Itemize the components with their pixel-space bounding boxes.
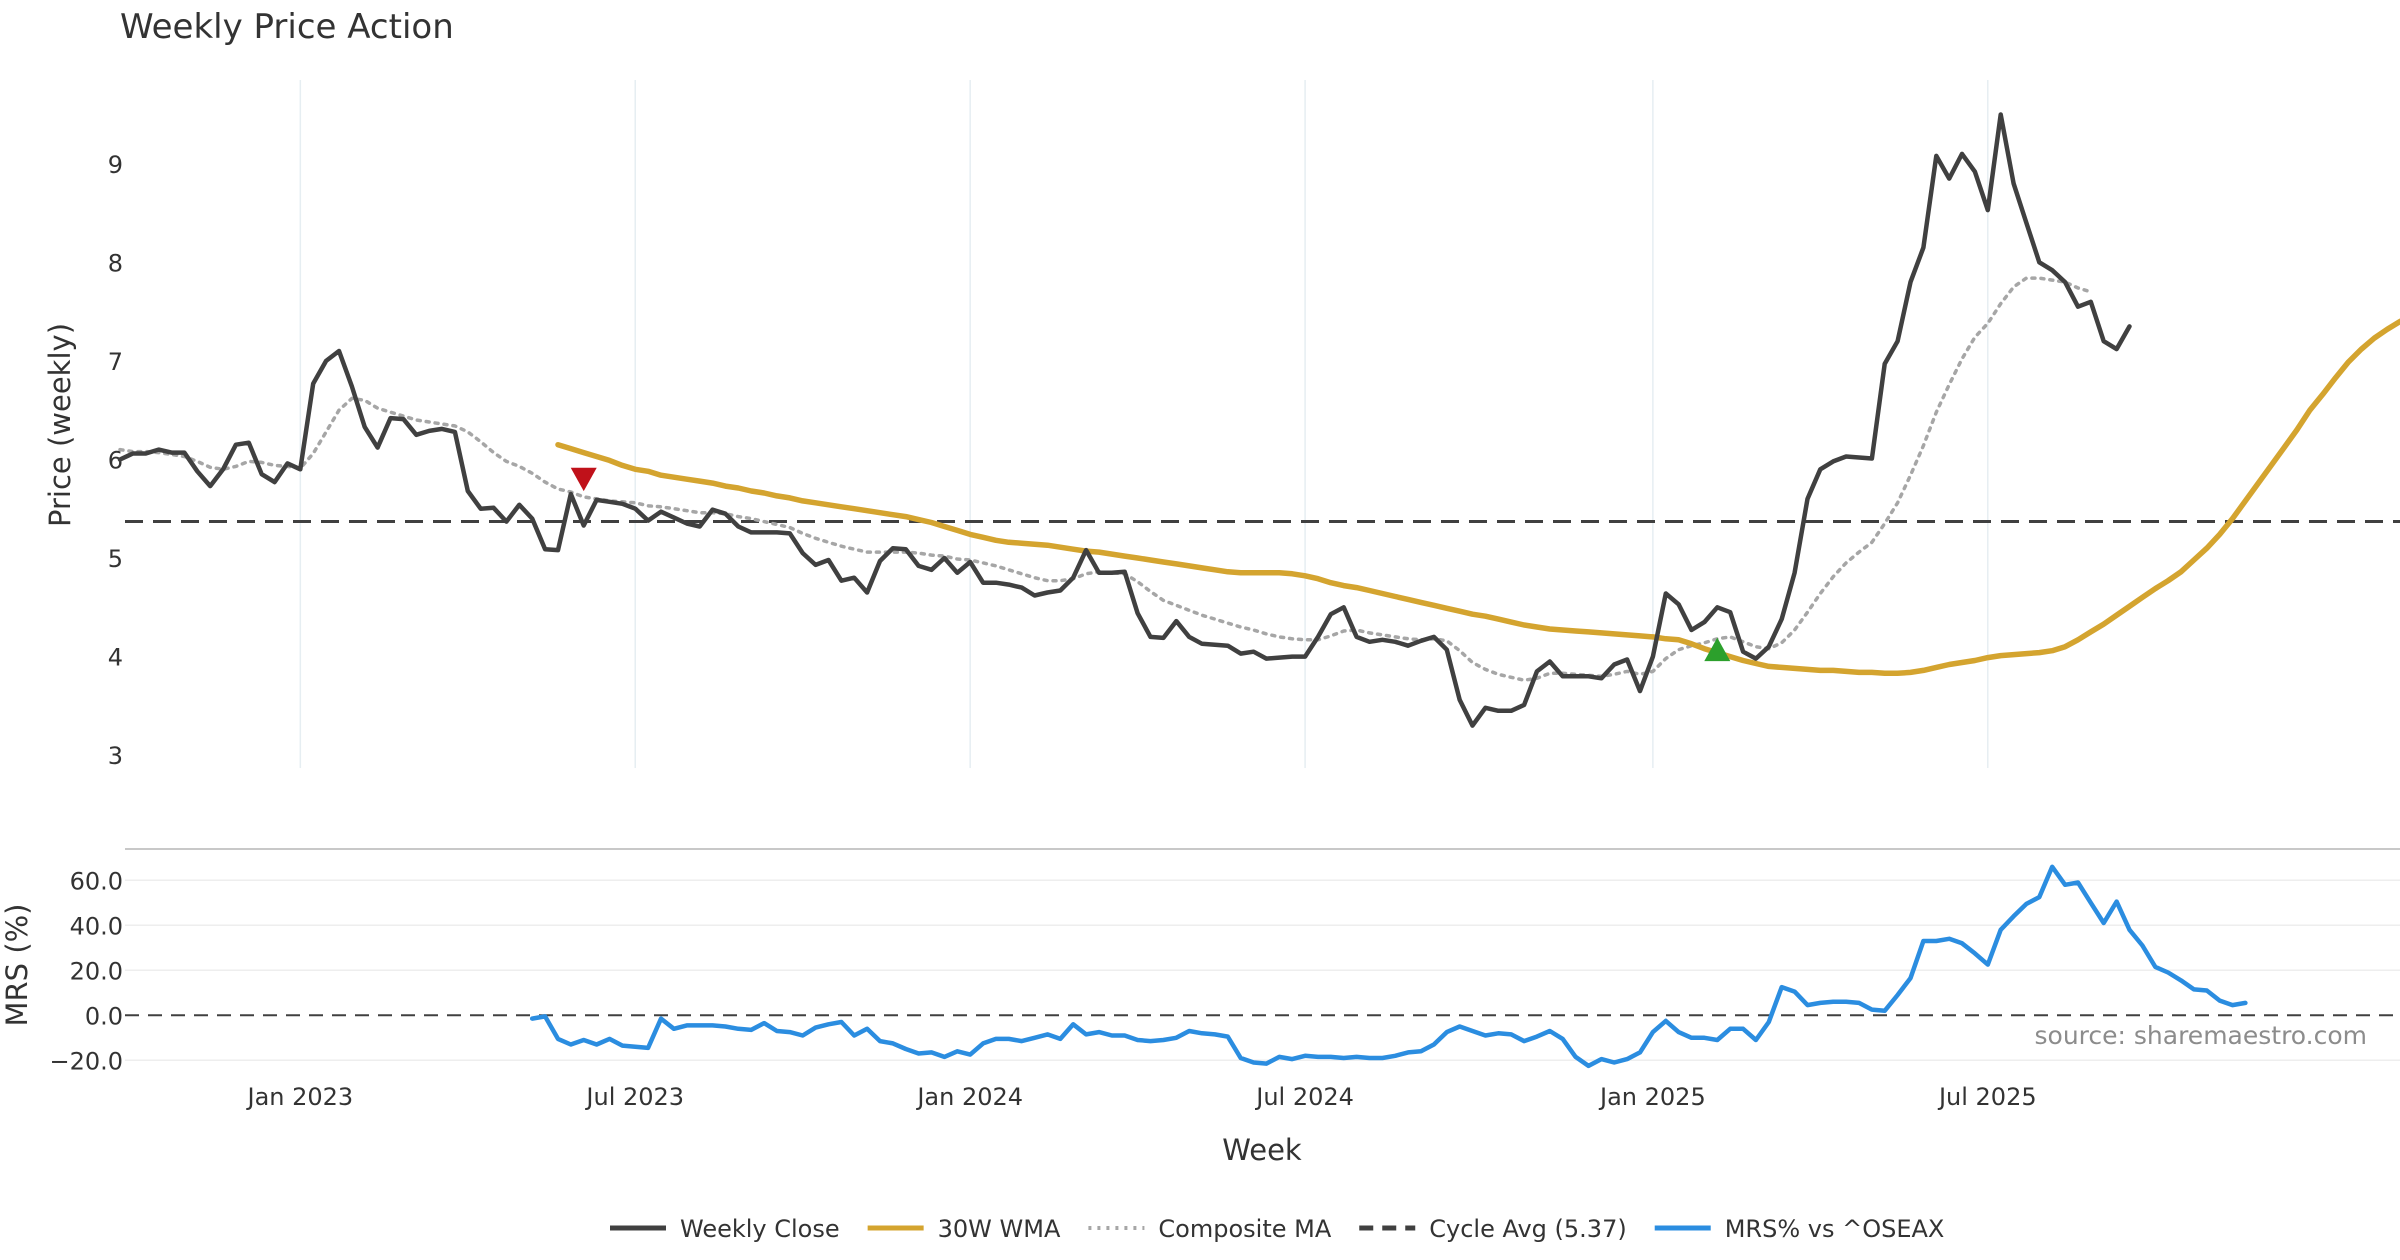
30w-wma-line [555, 318, 2400, 677]
source-credit: source: sharemaestro.com [2035, 1021, 2368, 1050]
composite-ma-line [118, 276, 2093, 682]
x-tick-label: Jan 2025 [1598, 1083, 1706, 1111]
legend-item: 30W WMA [867, 1215, 1061, 1243]
x-tick-label: Jul 2023 [584, 1083, 684, 1111]
mrs-y-tick-label: 0.0 [85, 1002, 123, 1030]
mrs-y-axis-label: MRS (%) [0, 904, 34, 1027]
mrs-y-tick-label: 60.0 [70, 867, 123, 895]
price-y-tick-label: 3 [108, 742, 123, 770]
legend-item: Weekly Close [610, 1215, 840, 1243]
x-tick-label: Jan 2024 [915, 1083, 1023, 1111]
legend-label: MRS% vs ^OSEAX [1725, 1215, 1945, 1243]
legend-item: Composite MA [1088, 1215, 1332, 1243]
legend-item: MRS% vs ^OSEAX [1654, 1215, 1945, 1243]
price-y-tick-label: 5 [108, 545, 123, 573]
chart-title: Weekly Price Action [120, 7, 454, 47]
price-gridlines [299, 80, 1989, 768]
x-tick-label: Jul 2024 [1254, 1083, 1354, 1111]
price-y-tick-label: 8 [108, 249, 123, 277]
price-y-axis-label: Price (weekly) [43, 323, 77, 527]
price-y-tick-label: 4 [108, 644, 123, 672]
legend-item: Cycle Avg (5.37) [1359, 1215, 1627, 1243]
mrs-y-tick-label: 20.0 [70, 957, 123, 985]
signal-markers [570, 467, 1731, 662]
mrs-line [529, 864, 2248, 1069]
price-y-tick-label: 9 [108, 151, 123, 179]
mrs-y-ticks: −20.0 0.0 20.0 40.0 60.0 [49, 867, 123, 1075]
x-tick-label: Jan 2023 [245, 1083, 353, 1111]
legend-label: Weekly Close [680, 1215, 840, 1243]
sell-signal-marker [570, 467, 597, 492]
price-y-tick-label: 7 [108, 348, 123, 376]
mrs-y-tick-label: 40.0 [70, 912, 123, 940]
x-tick-label: Jul 2025 [1937, 1083, 2037, 1111]
price-series [117, 112, 2400, 728]
mrs-y-tick-label: −20.0 [49, 1047, 123, 1075]
weekly-close-line [117, 112, 2132, 728]
legend-label: Cycle Avg (5.37) [1429, 1215, 1626, 1243]
mrs-gridlines [125, 879, 2400, 1061]
buy-signal-marker [1704, 637, 1731, 662]
price-y-tick-label: 6 [108, 446, 123, 474]
price-y-ticks: 3 4 5 6 7 8 9 [108, 151, 123, 770]
x-axis-label: Week [1222, 1133, 1302, 1167]
mrs-series [529, 864, 2248, 1069]
legend: Weekly Close 30W WMA Composite MA Cycle Avg… [610, 1215, 1944, 1243]
legend-label: 30W WMA [938, 1215, 1061, 1243]
x-axis-ticks: Jan 2023 Jul 2023 Jan 2024 Jul 2024 Jan 2025… [245, 1083, 2036, 1111]
legend-label: Composite MA [1158, 1215, 1331, 1243]
